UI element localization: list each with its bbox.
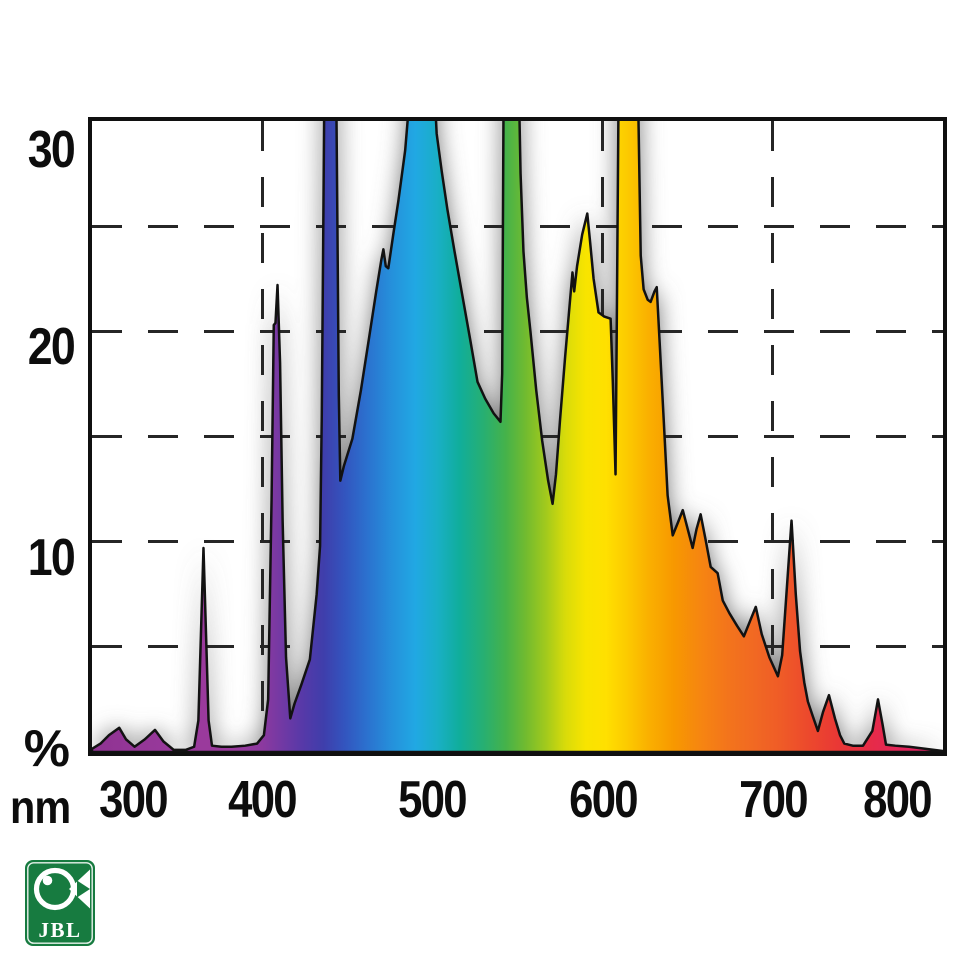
spectrum-area: [92, 121, 943, 752]
y-tick-label: 30: [27, 121, 76, 179]
x-tick-label: 500: [398, 771, 468, 829]
logo-text: JBL: [38, 918, 81, 942]
fish-icon: [33, 867, 90, 911]
x-tick-label: 700: [739, 771, 809, 829]
logo-keyline: [27, 862, 93, 944]
fish-eye: [42, 875, 53, 886]
x-tick-label: 600: [569, 771, 639, 829]
plot-frame: [88, 117, 947, 756]
x-tick-label: 800: [863, 771, 933, 829]
fish-tail-notch: [77, 880, 90, 898]
v-gridline: [260, 121, 264, 752]
x-tick-label: 400: [228, 771, 298, 829]
curve-layer: [92, 121, 943, 752]
plot-area: [92, 121, 943, 752]
v-gridline: [771, 121, 775, 752]
y-axis-unit-label: %: [23, 720, 70, 778]
x-tick-label: 300: [99, 771, 169, 829]
y-tick-label: 20: [27, 318, 76, 376]
y-tick-label: 10: [27, 529, 76, 587]
jbl-logo: JBL: [25, 860, 95, 946]
x-axis-unit-label: nm: [10, 781, 71, 833]
